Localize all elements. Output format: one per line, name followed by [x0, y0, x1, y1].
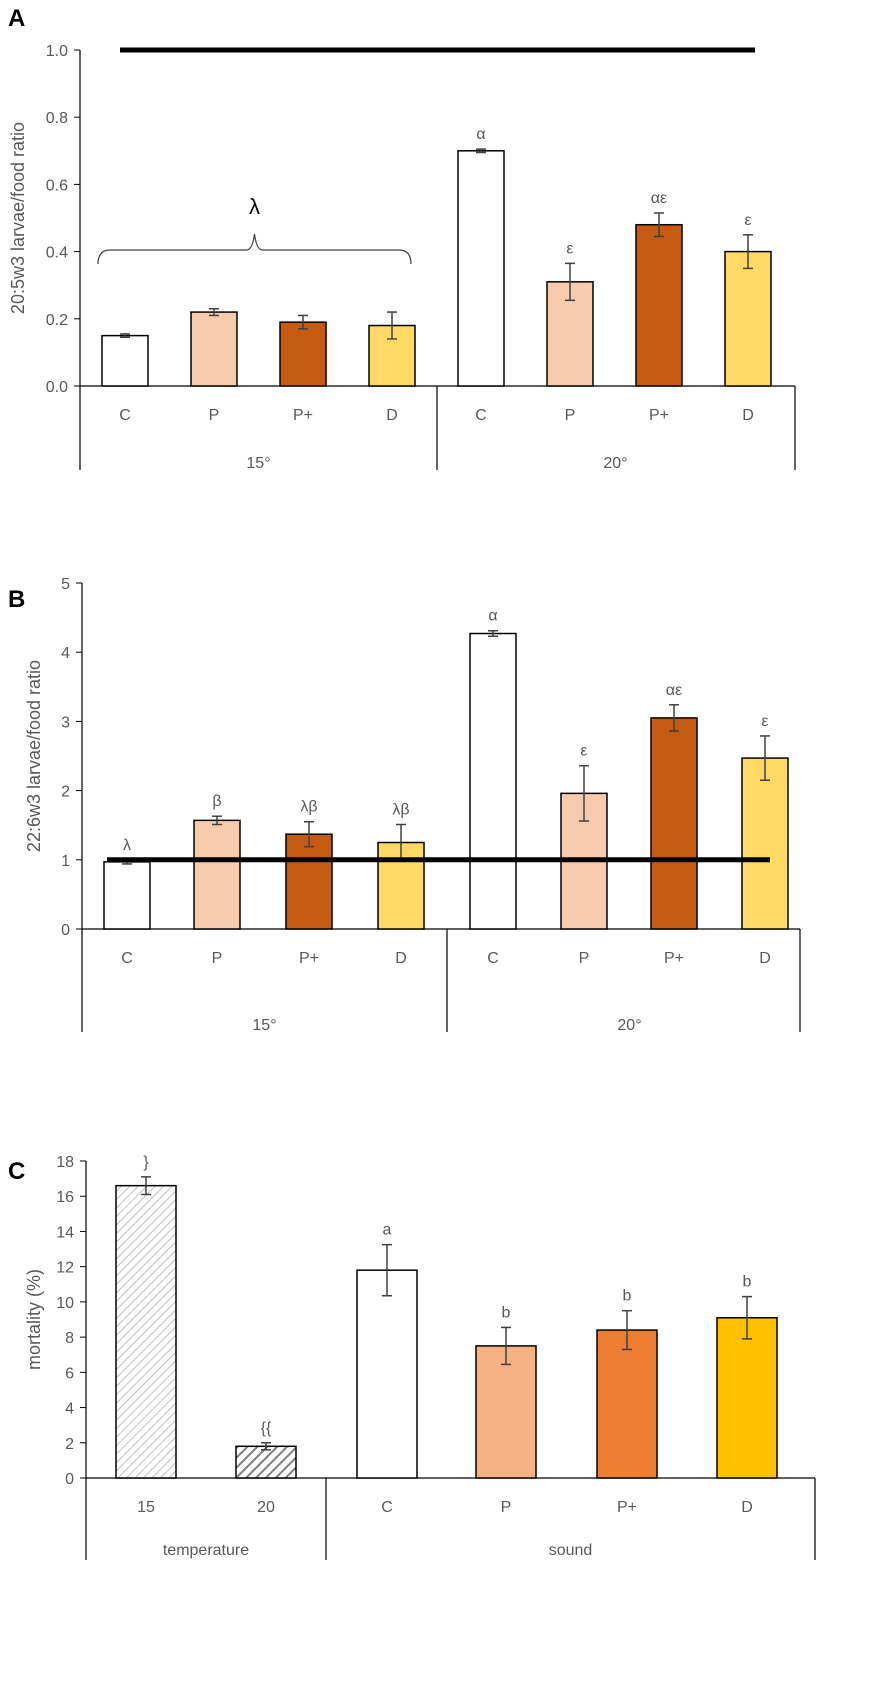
- y-tick-label: 4: [61, 645, 70, 662]
- significance-label: b: [623, 1288, 632, 1305]
- panel-b-letter: B: [8, 586, 25, 613]
- x-category-label: 20: [257, 1499, 275, 1516]
- y-tick-label: 0: [65, 1471, 74, 1488]
- x-category-label: P: [501, 1499, 512, 1516]
- panel-a: A 0.0 0.2 0.4 0.6 0.8 1.0 20:5w3 larvae/food r…: [8, 5, 796, 472]
- y-tick-label: 5: [61, 576, 70, 593]
- x-category-label: P: [212, 950, 223, 967]
- significance-label: ε: [580, 743, 587, 760]
- x-category-label: P: [565, 407, 576, 424]
- y-tick-label: 14: [56, 1224, 74, 1241]
- panel-a-letter: A: [8, 5, 25, 32]
- x-category-label: P+: [664, 950, 684, 967]
- y-axis-title: 20:5w3 larvae/food ratio: [8, 122, 28, 314]
- group-bracket-label: λ: [249, 194, 260, 219]
- y-tick-label: 0.0: [46, 379, 68, 396]
- group-bracket: [97, 233, 412, 265]
- x-category-label: C: [381, 1499, 393, 1516]
- bar: [716, 1316, 778, 1479]
- x-category-label: D: [759, 950, 771, 967]
- bar: [475, 1345, 537, 1479]
- panel-c: C 0 2 4 6 8 10 12 14 16 18 mortality (%)} 15 {{ 20 tem…: [8, 1154, 816, 1560]
- bar: [190, 311, 238, 387]
- significance-label: a: [383, 1222, 392, 1239]
- y-tick-label: 0: [61, 922, 70, 939]
- bar: [356, 1269, 418, 1479]
- x-category-label: P: [579, 950, 590, 967]
- x-category-label: P+: [293, 407, 313, 424]
- x-category-label: P+: [649, 407, 669, 424]
- y-tick-label: 16: [56, 1189, 74, 1206]
- y-tick-label: 1.0: [46, 43, 68, 60]
- bar: [193, 819, 241, 930]
- y-tick-label: 12: [56, 1260, 74, 1277]
- y-tick-label: 1: [61, 853, 70, 870]
- y-tick-label: 0.6: [46, 177, 68, 194]
- panel-c-letter: C: [8, 1158, 25, 1185]
- y-tick-label: 18: [56, 1154, 74, 1171]
- significance-label: b: [502, 1304, 511, 1321]
- x-category-label: D: [741, 1499, 753, 1516]
- significance-label: ε: [744, 212, 751, 229]
- x-category-label: P: [209, 407, 220, 424]
- x-category-label: C: [487, 950, 499, 967]
- x-category-label: C: [475, 407, 487, 424]
- y-tick-label: 4: [65, 1401, 74, 1418]
- bar: [101, 334, 149, 387]
- bar: [635, 223, 683, 387]
- y-tick-label: 2: [65, 1436, 74, 1453]
- y-tick-label: 3: [61, 714, 70, 731]
- bar: [596, 1329, 658, 1479]
- y-tick-label: 6: [65, 1365, 74, 1382]
- y-tick-label: 0.8: [46, 110, 68, 127]
- significance-label: αε: [651, 190, 667, 207]
- significance-label: αε: [666, 682, 682, 699]
- bar: [741, 757, 789, 930]
- x-group-label: 20°: [603, 455, 627, 472]
- x-category-label: P+: [299, 950, 319, 967]
- x-group-label: 15°: [246, 455, 270, 472]
- bar: [115, 1184, 177, 1479]
- significance-label: λβ: [300, 799, 317, 816]
- bar: [279, 321, 327, 387]
- bar: [457, 150, 505, 387]
- significance-label: }: [143, 1154, 149, 1171]
- x-category-label: C: [121, 950, 133, 967]
- x-category-label: 15: [137, 1499, 155, 1516]
- significance-label: α: [476, 126, 485, 143]
- x-category-label: C: [119, 407, 131, 424]
- bar: [235, 1445, 297, 1479]
- y-tick-label: 8: [65, 1330, 74, 1347]
- significance-label: {{: [261, 1420, 272, 1437]
- bar: [103, 861, 151, 930]
- x-category-label: P+: [617, 1499, 637, 1516]
- significance-label: α: [488, 608, 497, 625]
- x-group-label: sound: [549, 1542, 593, 1559]
- x-group-label: 20°: [617, 1017, 641, 1034]
- bar: [469, 632, 517, 930]
- x-category-label: D: [395, 950, 407, 967]
- x-category-label: D: [386, 407, 398, 424]
- bar: [724, 250, 772, 387]
- panel-b: B 0 1 2 3 4 5 22:6w3 larvae/food ratio λ Cβ Pλβ P+…: [8, 576, 801, 1034]
- y-tick-label: 10: [56, 1295, 74, 1312]
- significance-label: b: [743, 1274, 752, 1291]
- y-tick-label: 0.2: [46, 312, 68, 329]
- significance-label: λ: [123, 837, 131, 854]
- x-category-label: D: [742, 407, 754, 424]
- significance-label: ε: [761, 713, 768, 730]
- bar: [650, 717, 698, 930]
- bar: [285, 833, 333, 930]
- significance-label: λβ: [392, 802, 409, 819]
- y-axis-title: mortality (%): [24, 1269, 44, 1370]
- significance-label: β: [212, 793, 221, 810]
- y-tick-label: 2: [61, 784, 70, 801]
- y-tick-label: 0.4: [46, 245, 68, 262]
- x-group-label: temperature: [163, 1542, 249, 1559]
- significance-label: ε: [566, 240, 573, 257]
- x-group-label: 15°: [252, 1017, 276, 1034]
- y-axis-title: 22:6w3 larvae/food ratio: [24, 660, 44, 852]
